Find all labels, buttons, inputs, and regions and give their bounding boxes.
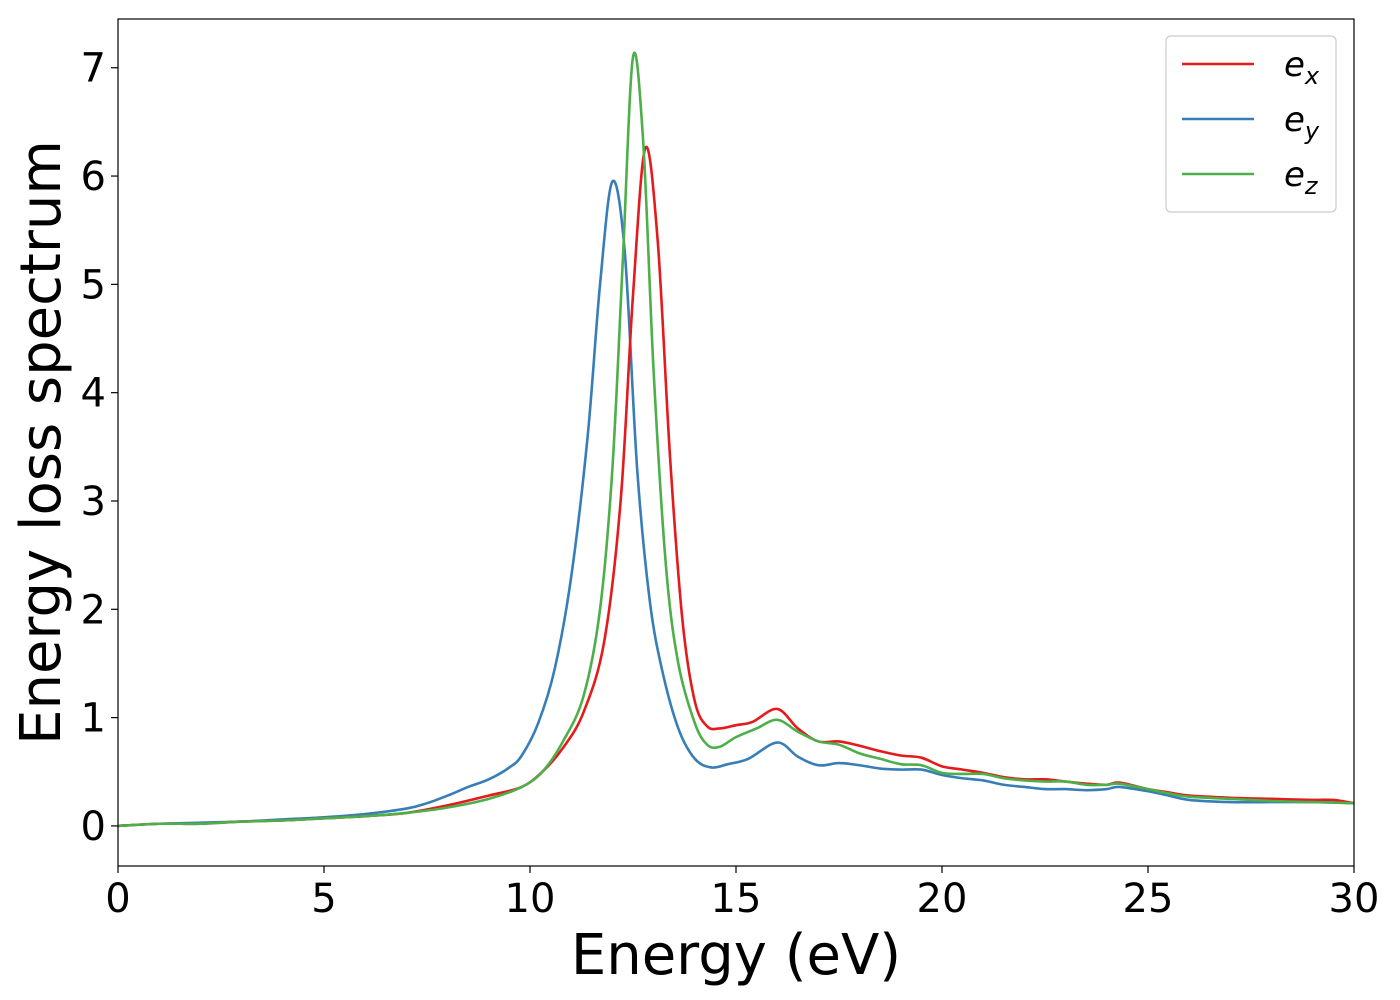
y-tick-label: 2 xyxy=(81,587,106,633)
plot-area xyxy=(118,51,1354,828)
series-line-e_z xyxy=(118,51,1354,828)
x-axis-label: Energy (eV) xyxy=(571,923,901,988)
legend-label-e_z: ez xyxy=(1284,155,1319,200)
x-tick-label: 5 xyxy=(311,876,336,922)
y-tick-label: 4 xyxy=(81,371,106,417)
x-tick-label: 25 xyxy=(1123,876,1174,922)
legend-label-e_x: ex xyxy=(1284,45,1320,90)
x-tick-label: 15 xyxy=(711,876,762,922)
series-line-e_x xyxy=(118,145,1354,828)
y-tick-label: 7 xyxy=(81,46,106,92)
y-tick-label: 6 xyxy=(81,154,106,200)
plot-frame xyxy=(117,18,1355,867)
series-line-e_y xyxy=(118,179,1354,828)
x-tick-label: 10 xyxy=(505,876,556,922)
y-tick-label: 3 xyxy=(81,479,106,525)
y-tick-label: 5 xyxy=(81,262,106,308)
x-tick-label: 20 xyxy=(917,876,968,922)
y-tick-label: 0 xyxy=(81,804,106,850)
legend-label-e_y: ey xyxy=(1284,100,1320,145)
x-tick-label: 30 xyxy=(1329,876,1380,922)
y-axis-ticks: 0 1 2 3 4 5 6 7 xyxy=(81,46,118,850)
legend: ex ey ez xyxy=(1165,35,1337,213)
x-tick-label: 0 xyxy=(105,876,130,922)
legend-box xyxy=(1165,35,1337,213)
x-axis-ticks: 0 5 10 15 20 25 30 xyxy=(105,866,1379,922)
y-axis-label: Energy loss spectrum xyxy=(9,140,74,745)
y-tick-label: 1 xyxy=(81,696,106,742)
